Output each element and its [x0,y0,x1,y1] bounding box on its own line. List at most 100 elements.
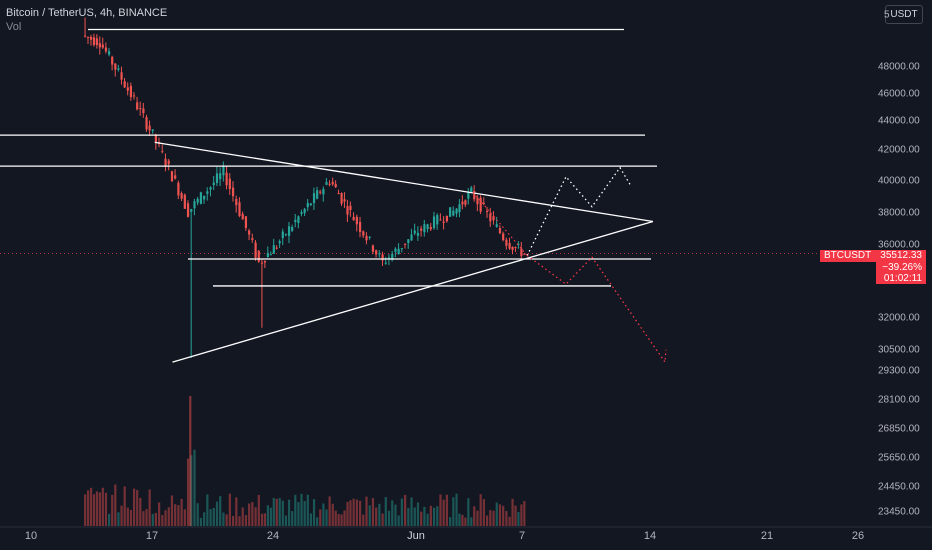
candle-body [505,239,508,246]
volume-bar [375,507,378,526]
candle-body [458,204,461,213]
candle-body [196,198,199,203]
currency-button[interactable]: USDT [885,5,923,24]
candle-body [407,239,410,244]
candle-body [452,210,455,216]
volume-bar [322,503,325,526]
volume-bar [470,517,473,526]
volume-bar [461,514,464,526]
volume-bar [445,494,449,526]
volume-bar [248,503,251,526]
volume-bar [269,507,272,526]
candle-body [502,233,505,241]
candle-body [222,166,225,176]
volume-bar [177,505,180,526]
candle-body [322,189,325,195]
candle-body [215,173,219,184]
volume-bar [355,499,358,526]
candle-body [190,208,193,212]
candle-body [219,173,222,180]
candle-body [186,203,190,217]
volume-bar [368,505,371,526]
volume-bar [154,512,157,526]
candle-body [439,219,442,221]
price-tick-label: 30500.00 [878,344,920,356]
volume-bar [514,505,517,526]
volume-bar [391,500,394,526]
volume-bar [371,498,375,526]
candle-body [445,215,449,222]
candle-body [104,47,108,52]
candle-body [269,254,272,256]
volume-bar [186,458,190,526]
candle-body [114,63,117,70]
volume-bar [89,487,93,526]
volume-bar [120,505,123,526]
volume-bar [340,514,343,526]
candle-body [84,35,87,37]
candle-body [381,254,384,261]
volume-bar [362,514,365,526]
triangle-top-line [154,141,654,223]
volume-bar [400,498,403,526]
volume-bar [244,515,248,526]
candle-body [139,107,142,109]
projection-down-path [526,254,667,364]
candle-body [111,56,114,65]
candle-body [476,197,479,205]
volume-bar [170,495,174,526]
price-tick-label: 26850.00 [878,423,920,435]
volume-bar [132,488,136,526]
time-tick-label: Jun [407,530,425,542]
candle-body [206,191,209,194]
candle-body [183,194,186,209]
volume-bar [416,502,420,526]
price-tick-label: 44000.00 [878,115,920,127]
time-tick-label: 7 [518,530,526,542]
volume-bar [193,449,196,526]
time-tick-label: 26 [851,530,865,542]
candle-body [470,187,473,192]
volume-bar [251,501,254,526]
projection-up-path [526,166,632,256]
candle-body [426,224,429,230]
time-tick-label: 24 [266,530,280,542]
volume-bar [212,507,215,526]
volume-bar [294,494,297,526]
symbol-title[interactable]: Bitcoin / TetherUS, 4h, BINANCE [6,7,168,19]
candle-body [371,245,375,252]
volume-bar [117,512,120,526]
candle-body [117,68,120,70]
volume-bar [378,503,381,526]
candle-body [291,226,294,231]
time-tick-label: 17 [145,530,159,542]
candle-body [455,208,458,214]
volume-bar [325,509,328,526]
candle-body [199,192,203,204]
candle-body [331,181,334,185]
candle-body [449,207,452,217]
candle-body [340,193,343,204]
volume-bar [281,500,284,526]
candle-body [238,202,241,216]
volume-indicator-label[interactable]: Vol [6,21,22,33]
volume-bar [334,510,337,526]
candle-body [129,85,133,98]
candle-body [346,206,349,215]
price-tick-label: 40000.00 [878,175,920,187]
candle-body [349,205,352,210]
volume-bar [394,504,397,526]
volume-bar [479,494,482,526]
candle-body [180,193,183,199]
candle-body [145,117,148,130]
candle-body [309,203,313,206]
volume-bar [404,494,407,526]
candle-body [489,213,492,222]
candle-body [319,191,322,193]
candle-body [89,36,93,40]
volume-bar [312,499,316,526]
candle-body [281,231,284,239]
volume-bar [467,498,470,526]
volume-bar [410,497,413,526]
